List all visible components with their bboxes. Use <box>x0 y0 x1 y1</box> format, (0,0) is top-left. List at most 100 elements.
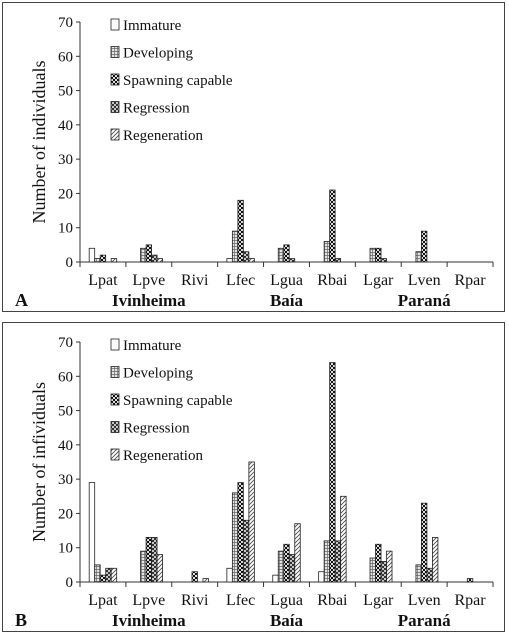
bar-regression-lfec <box>242 519 250 583</box>
bar-developing-lpat <box>94 564 101 583</box>
bar-regression-rbai <box>334 540 342 583</box>
x-tick-label-lven: Lven <box>408 592 441 609</box>
bar-regeneration-rivi <box>202 578 209 583</box>
x-tick-label-rivi: Rivi <box>181 272 209 289</box>
legend-swatch-spawning-capable <box>110 393 120 406</box>
y-tick-label: 70 <box>58 15 73 31</box>
x-tick-label-lpat: Lpat <box>88 592 118 609</box>
legend-swatch-regeneration <box>110 448 120 461</box>
bar-developing-lpat <box>94 258 101 263</box>
y-tick-label: 60 <box>58 369 73 385</box>
x-tick-label-lfec: Lfec <box>226 272 255 289</box>
x-tick-label-rivi: Rivi <box>181 592 209 609</box>
y-tick-label: 10 <box>58 221 73 237</box>
y-axis-label: Number of infividuals <box>29 382 49 542</box>
y-tick-label: 0 <box>66 255 74 271</box>
bar-spawning-capable-rpar <box>466 578 474 583</box>
legend-swatch-developing <box>110 366 120 378</box>
bar-developing-lgua <box>277 550 285 583</box>
y-tick-label: 30 <box>58 152 73 168</box>
panel-label: B <box>15 610 27 630</box>
legend-swatch-developing <box>110 46 120 58</box>
legend-swatch-immature <box>110 18 120 31</box>
bar-spawning-capable-lgar <box>375 247 382 263</box>
chart-panel-a: 0 10 20 30 40 50 60 70 Number of individuals Lpat… <box>2 2 505 312</box>
legend-label-regeneration: Regeneration <box>123 128 203 144</box>
bar-developing-lgua <box>277 247 285 263</box>
y-tick-label: 30 <box>58 472 73 488</box>
bar-developing-lven <box>415 564 422 583</box>
bar-spawning-capable-lgar <box>375 543 382 583</box>
legend-swatch-regression <box>110 101 120 113</box>
bar-regeneration-rbai <box>340 495 347 583</box>
bar-regression-rbai <box>334 258 342 263</box>
group-label-baia: Baía <box>270 611 304 630</box>
chart-b-svg: 0 10 20 30 40 50 60 70 Number of infividuals Lpat… <box>15 335 494 630</box>
y-axis-label: Number of individuals <box>29 61 49 224</box>
y-tick-label: 60 <box>58 49 73 65</box>
y-tick-label: 50 <box>58 84 73 100</box>
legend-label-spawning-capable: Spawning capable <box>123 393 233 409</box>
bar-spawning-capable-lpve <box>145 244 152 263</box>
chart-a-svg: 0 10 20 30 40 50 60 70 Number of individuals Lpat… <box>15 15 494 310</box>
bar-immature-lpat <box>88 482 96 583</box>
bar-immature-lfec <box>226 567 233 583</box>
x-tick-label-lgar: Lgar <box>363 592 394 609</box>
y-tick-label: 10 <box>58 541 73 557</box>
legend-label-immature: Immature <box>123 18 182 34</box>
group-label-parana: Paraná <box>398 291 451 310</box>
group-label-parana: Paraná <box>398 611 451 630</box>
x-tick-label-lpve: Lpve <box>132 592 165 609</box>
legend-swatch-spawning-capable <box>110 73 120 86</box>
x-tick-label-lgar: Lgar <box>363 272 394 289</box>
bar-regression-lgua <box>288 554 296 583</box>
y-tick-label: 20 <box>58 186 73 202</box>
bar-developing-rbai <box>323 241 331 263</box>
bar-spawning-capable-lfec <box>237 482 244 583</box>
x-tick-label-lven: Lven <box>408 272 441 289</box>
bar-regeneration-lfec <box>248 461 255 583</box>
bar-developing-lven <box>415 251 422 263</box>
bar-regeneration-lpat <box>110 567 118 583</box>
bar-developing-rbai <box>323 540 331 583</box>
bar-regeneration-lven <box>432 537 439 583</box>
bar-developing-lpve <box>140 247 147 263</box>
legend-swatch-immature <box>110 338 120 351</box>
legend-label-developing: Developing <box>123 366 193 382</box>
bar-developing-lfec <box>231 492 239 583</box>
y-tick-label: 40 <box>58 438 73 454</box>
x-tick-label-lgua: Lgua <box>270 592 303 609</box>
legend-label-regression: Regression <box>123 421 190 437</box>
legend-swatch-regeneration <box>110 128 120 141</box>
bar-developing-lpve <box>140 550 147 583</box>
bar-spawning-capable-lpat <box>99 574 107 583</box>
bar-regeneration-lpve <box>156 554 163 583</box>
group-label-ivinheima: Ivinheima <box>112 291 186 310</box>
group-label-ivinheima: Ivinheima <box>112 611 186 630</box>
x-tick-label-rpar: Rpar <box>455 272 487 289</box>
bar-regression-lgua <box>288 258 296 263</box>
bar-spawning-capable-lfec <box>237 199 244 263</box>
bar-spawning-capable-lpat <box>99 254 107 263</box>
bar-regeneration-lgar <box>386 550 393 583</box>
group-label-baia: Baía <box>270 291 304 310</box>
bar-spawning-capable-lven <box>421 502 428 583</box>
bar-spawning-capable-lgua <box>283 244 290 263</box>
x-tick-label-lfec: Lfec <box>226 592 255 609</box>
bar-regeneration-lgua <box>294 523 301 583</box>
bar-spawning-capable-rbai <box>329 362 336 583</box>
bar-regression-lven <box>426 567 433 583</box>
bar-regeneration-lpve <box>156 258 163 263</box>
bar-spawning-capable-rivi <box>191 571 198 583</box>
bar-regression-lpat <box>105 567 112 583</box>
legend-label-regression: Regression <box>123 101 190 117</box>
bar-regeneration-lpat <box>110 258 118 263</box>
bar-spawning-capable-lgua <box>283 543 290 583</box>
legend-label-regeneration: Regeneration <box>123 448 203 464</box>
x-tick-label-rbai: Rbai <box>317 272 348 289</box>
y-tick-label: 0 <box>66 575 74 591</box>
panel-label: A <box>15 290 28 310</box>
bar-regression-lpve <box>151 254 158 263</box>
x-tick-label-lpve: Lpve <box>132 272 165 289</box>
x-tick-label-lpat: Lpat <box>88 272 118 289</box>
